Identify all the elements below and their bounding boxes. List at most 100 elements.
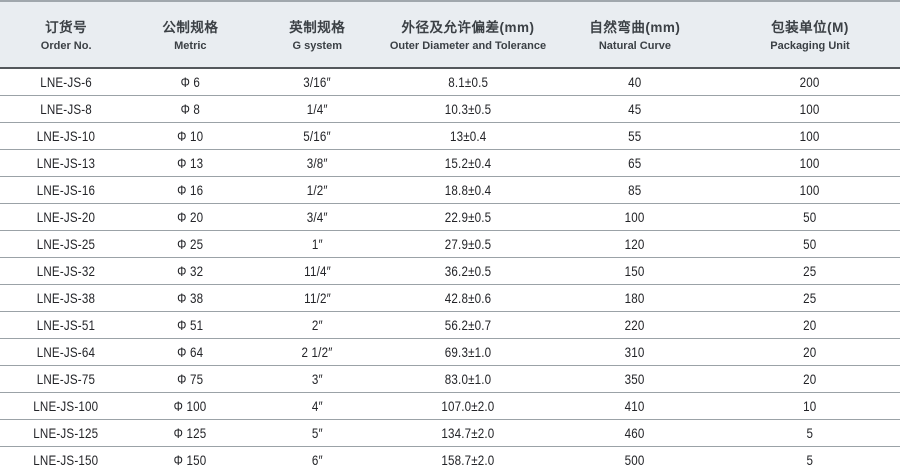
cell-value: LNE-JS-25: [36, 236, 96, 252]
cell-value: 50: [803, 236, 817, 252]
outer-diameter-cell: 107.0±2.0: [386, 392, 550, 420]
table-row: LNE-JS-51 Φ 51 2″ 56.2±0.7 220 20: [0, 311, 900, 339]
cell-value: 3/4″: [306, 209, 328, 225]
cell-value: 220: [624, 317, 645, 333]
table-row: LNE-JS-38 Φ 38 11/2″ 42.8±0.6 180 25: [0, 284, 900, 312]
header-en-label: Natural Curve: [598, 39, 671, 52]
header-zh-label: 公制规格: [162, 19, 219, 35]
outer-diameter-cell: 158.7±2.0: [386, 446, 550, 468]
cell-value: 1″: [311, 236, 323, 252]
metric-cell: Φ 25: [132, 230, 249, 258]
metric-cell: Φ 38: [132, 284, 249, 312]
order-no-cell: LNE-JS-125: [0, 419, 133, 447]
cell-value: 40: [628, 74, 642, 90]
cell-value: Φ 10: [177, 128, 204, 144]
packaging-unit-cell: 100: [719, 122, 900, 150]
g-system-cell: 5/16″: [248, 122, 387, 150]
cell-value: LNE-JS-51: [36, 317, 96, 333]
natural-curve-cell: 180: [549, 284, 720, 312]
packaging-unit-cell: 50: [719, 203, 900, 231]
header-zh-label: 英制规格: [289, 19, 346, 35]
outer-diameter-cell: 83.0±1.0: [386, 365, 550, 393]
outer-diameter-cell: 36.2±0.5: [386, 257, 550, 285]
cell-value: LNE-JS-38: [36, 290, 96, 306]
packaging-unit-cell: 25: [719, 257, 900, 285]
natural-curve-cell: 500: [549, 446, 720, 468]
cell-value: 310: [624, 344, 645, 360]
cell-value: 56.2±0.7: [444, 317, 492, 333]
outer-diameter-cell: 10.3±0.5: [386, 95, 550, 123]
cell-value: Φ 75: [177, 371, 204, 387]
cell-value: LNE-JS-64: [36, 344, 96, 360]
cell-value: LNE-JS-125: [33, 425, 99, 441]
g-system-cell: 3/4″: [248, 203, 387, 231]
order-no-cell: LNE-JS-51: [0, 311, 133, 339]
packaging-unit-cell: 100: [719, 149, 900, 177]
table-body: LNE-JS-6 Φ 6 3/16″ 8.1±0.5 40 200 LNE-JS…: [0, 68, 900, 468]
natural-curve-cell: 100: [549, 203, 720, 231]
cell-value: LNE-JS-100: [33, 398, 99, 414]
outer-diameter-cell: 134.7±2.0: [386, 419, 550, 447]
column-header-g-system: 英制规格 G system: [248, 1, 387, 69]
outer-diameter-cell: 42.8±0.6: [386, 284, 550, 312]
outer-diameter-cell: 8.1±0.5: [386, 68, 550, 96]
cell-value: 107.0±2.0: [441, 398, 495, 414]
natural-curve-cell: 85: [549, 176, 720, 204]
table-row: LNE-JS-8 Φ 8 1/4″ 10.3±0.5 45 100: [0, 95, 900, 123]
header-zh-label: 自然弯曲(mm): [589, 19, 681, 35]
cell-value: 5: [806, 452, 814, 468]
cell-value: 1/2″: [306, 182, 328, 198]
packaging-unit-cell: 5: [719, 446, 900, 468]
cell-value: 3″: [311, 371, 323, 387]
cell-value: 5: [806, 425, 814, 441]
cell-value: 100: [800, 182, 820, 198]
table-row: LNE-JS-10 Φ 10 5/16″ 13±0.4 55 100: [0, 122, 900, 150]
column-header-packaging-unit: 包装单位(M) Packaging Unit: [719, 1, 900, 69]
metric-cell: Φ 16: [132, 176, 249, 204]
cell-value: LNE-JS-75: [36, 371, 96, 387]
cell-value: 11/4″: [303, 263, 331, 279]
cell-value: 150: [624, 263, 645, 279]
natural-curve-cell: 45: [549, 95, 720, 123]
cell-value: 15.2±0.4: [444, 155, 492, 171]
cell-value: 42.8±0.6: [444, 290, 492, 306]
natural-curve-cell: 55: [549, 122, 720, 150]
cell-value: Φ 100: [173, 398, 207, 414]
g-system-cell: 11/2″: [248, 284, 387, 312]
cell-value: Φ 6: [180, 74, 201, 90]
header-en-label: Packaging Unit: [770, 39, 850, 52]
g-system-cell: 11/4″: [248, 257, 387, 285]
cell-value: 350: [624, 371, 645, 387]
cell-value: LNE-JS-20: [36, 209, 96, 225]
cell-value: 120: [624, 236, 645, 252]
packaging-unit-cell: 20: [719, 338, 900, 366]
order-no-cell: LNE-JS-8: [0, 95, 133, 123]
table-row: LNE-JS-16 Φ 16 1/2″ 18.8±0.4 85 100: [0, 176, 900, 204]
cell-value: Φ 51: [177, 317, 204, 333]
cell-value: 5/16″: [303, 128, 332, 144]
cell-value: 50: [803, 209, 817, 225]
header-en-label: Metric: [174, 39, 207, 52]
column-header-natural-curve: 自然弯曲(mm) Natural Curve: [549, 1, 720, 69]
g-system-cell: 3/8″: [248, 149, 387, 177]
cell-value: 100: [800, 128, 820, 144]
natural-curve-cell: 65: [549, 149, 720, 177]
cell-value: 2 1/2″: [301, 344, 333, 360]
table-row: LNE-JS-64 Φ 64 2 1/2″ 69.3±1.0 310 20: [0, 338, 900, 366]
g-system-cell: 1/2″: [248, 176, 387, 204]
cell-value: 410: [624, 398, 645, 414]
g-system-cell: 5″: [248, 419, 387, 447]
natural-curve-cell: 220: [549, 311, 720, 339]
g-system-cell: 4″: [248, 392, 387, 420]
header-zh-label: 外径及允许偏差(mm): [401, 19, 535, 35]
natural-curve-cell: 460: [549, 419, 720, 447]
packaging-unit-cell: 100: [719, 176, 900, 204]
cell-value: 18.8±0.4: [444, 182, 492, 198]
packaging-unit-cell: 50: [719, 230, 900, 258]
cell-value: Φ 16: [177, 182, 204, 198]
cell-value: Φ 38: [177, 290, 204, 306]
cell-value: 65: [628, 155, 642, 171]
cell-value: 83.0±1.0: [444, 371, 492, 387]
g-system-cell: 1″: [248, 230, 387, 258]
